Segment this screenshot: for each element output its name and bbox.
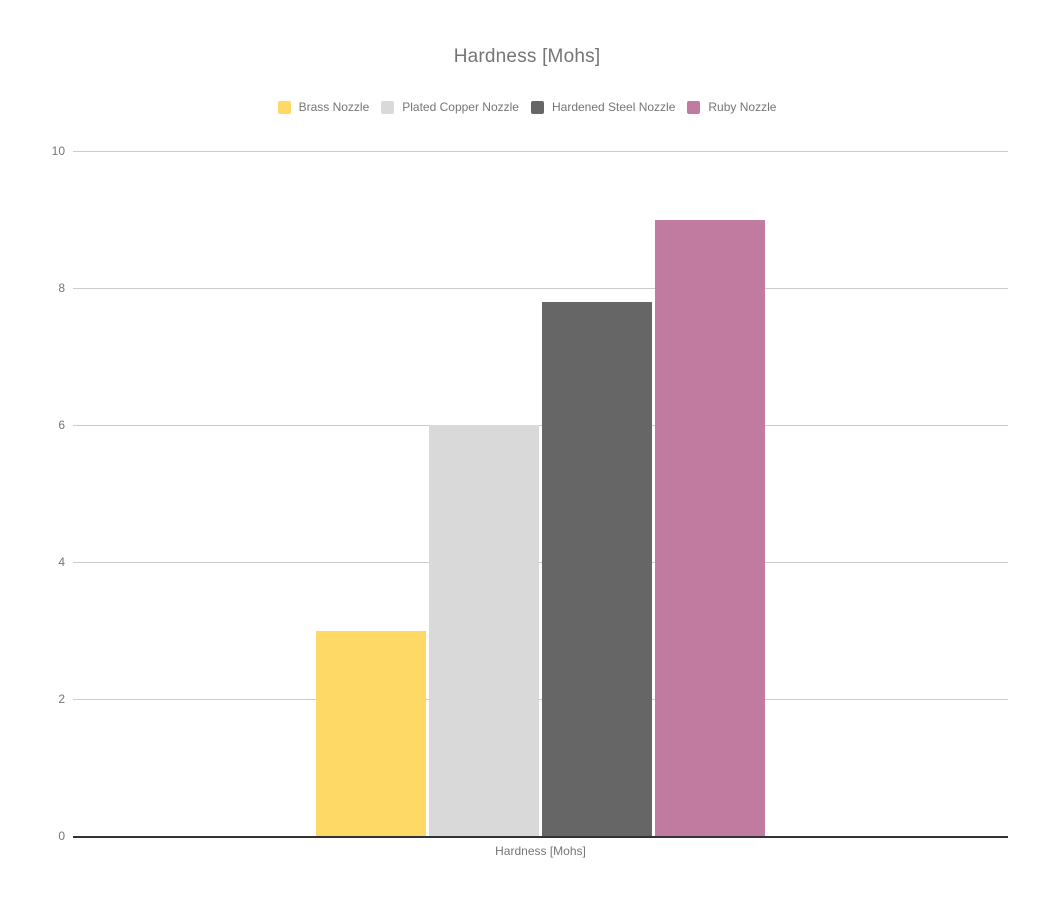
legend-item-ruby-nozzle[interactable]: Ruby Nozzle: [687, 100, 776, 114]
x-axis-label: Hardness [Mohs]: [495, 844, 586, 858]
gridline-2: [73, 698, 1008, 700]
bar-brass-nozzle[interactable]: [316, 630, 426, 836]
legend-label: Plated Copper Nozzle: [402, 100, 519, 114]
gridline-10: [73, 150, 1008, 152]
legend-label: Hardened Steel Nozzle: [551, 100, 676, 114]
legend-swatch-icon: [530, 100, 544, 114]
bar-ruby-nozzle[interactable]: [655, 219, 765, 836]
y-tick-label-4: 4: [58, 555, 65, 569]
y-tick-label-0: 0: [58, 829, 65, 843]
legend-swatch-icon: [687, 100, 701, 114]
gridline-8: [73, 287, 1008, 289]
bar-plated-copper-nozzle[interactable]: [429, 425, 539, 836]
y-tick-label-8: 8: [58, 281, 65, 295]
y-tick-label-2: 2: [58, 692, 65, 706]
gridline-6: [73, 424, 1008, 426]
legend-swatch-icon: [381, 100, 395, 114]
chart-title: Hardness [Mohs]: [453, 46, 601, 67]
bar-hardened-steel-nozzle[interactable]: [542, 301, 652, 836]
legend-item-plated-copper-nozzle[interactable]: Plated Copper Nozzle: [381, 100, 519, 114]
legend-swatch-icon: [277, 100, 291, 114]
legend-label: Ruby Nozzle: [708, 100, 777, 114]
gridline-4: [73, 561, 1008, 563]
legend-item-hardened-steel-nozzle[interactable]: Hardened Steel Nozzle: [530, 100, 676, 114]
legend-label: Brass Nozzle: [298, 100, 370, 114]
legend-item-brass-nozzle[interactable]: Brass Nozzle: [277, 100, 370, 114]
y-tick-label-6: 6: [58, 418, 65, 432]
plot-area: 0 2 4 6 8 10: [52, 144, 1008, 843]
chart-legend: Brass Nozzle Plated Copper Nozzle Hardened…: [0, 100, 1054, 114]
y-tick-label-10: 10: [51, 144, 65, 158]
